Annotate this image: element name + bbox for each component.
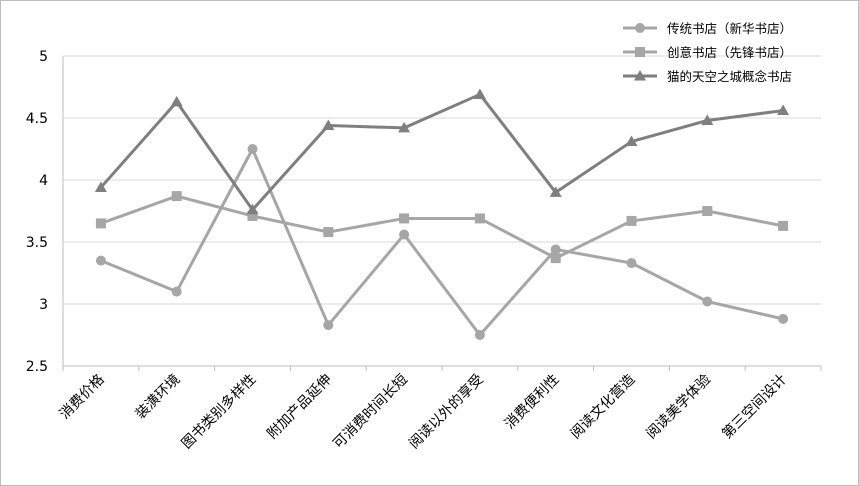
x-tick-label: 阅读文化营造 (567, 371, 638, 442)
data-point (247, 210, 258, 221)
series-line (100, 147, 784, 337)
x-tick-label: 图书类别多样性 (178, 371, 259, 452)
data-point (702, 296, 713, 307)
x-tick-label: 第三空间设计 (719, 371, 790, 442)
legend-item: 创意书店（先锋书店） (623, 45, 792, 60)
data-point (322, 119, 335, 130)
data-point (702, 206, 713, 216)
x-tick-label: 消费价格 (57, 372, 108, 423)
data-point (323, 320, 334, 331)
data-point (474, 330, 485, 340)
legend-marker (634, 70, 646, 81)
series-3 (94, 88, 790, 215)
y-tick-label: 4 (39, 173, 48, 189)
y-tick-label: 5 (39, 49, 48, 65)
data-point (701, 114, 714, 125)
data-point (399, 229, 410, 240)
y-tick-label: 3.5 (26, 235, 48, 251)
data-point (247, 144, 258, 154)
data-point (246, 203, 259, 215)
series-group (94, 88, 790, 340)
legend-item: 猫的天空之城概念书店 (623, 69, 792, 84)
data-point (550, 253, 561, 264)
data-point (626, 258, 637, 269)
data-point (626, 215, 637, 226)
data-point (625, 135, 638, 147)
data-point (778, 220, 789, 231)
x-tick-label: 阅读以外的享受 (405, 371, 486, 452)
legend-label: 猫的天空之城概念书店 (667, 69, 792, 84)
legend-label: 创意书店（先锋书店） (667, 45, 792, 60)
data-point (778, 313, 789, 324)
series-2 (95, 191, 789, 264)
legend-marker (635, 47, 645, 57)
data-point (398, 121, 411, 133)
data-point (171, 286, 182, 297)
y-tick-label: 4.5 (26, 111, 48, 127)
data-point (323, 227, 334, 238)
x-tick-label: 消费便利性 (502, 372, 563, 433)
data-point (550, 244, 561, 255)
data-point (171, 191, 182, 202)
x-tick-label: 可消费时间长短 (330, 372, 411, 453)
data-point (474, 213, 485, 224)
legend-label: 传统书店（新华书店） (667, 21, 792, 36)
data-point (95, 255, 106, 266)
data-point (95, 218, 106, 229)
data-point (170, 95, 183, 107)
data-point (399, 213, 410, 224)
series-line (99, 92, 784, 212)
data-point (549, 186, 562, 197)
y-tick-label: 2.5 (26, 359, 48, 375)
data-point (777, 104, 790, 116)
y-axis: 2.5 3 3.5 4 4.5 5 (26, 49, 64, 375)
data-point (473, 88, 486, 99)
y-tick-label: 3 (39, 297, 48, 313)
x-tick-label: 装潢环境 (133, 372, 184, 423)
legend-marker (635, 23, 645, 33)
legend-item: 传统书店（新华书店） (623, 21, 792, 36)
x-tick-label: 阅读美学体验 (643, 371, 714, 442)
data-point (94, 181, 107, 192)
legend: 传统书店（新华书店） 创意书店（先锋书店） 猫的天空之城概念书店 (623, 21, 792, 84)
series-1 (95, 144, 789, 340)
series-line (100, 194, 784, 260)
x-tick-label: 附加产品延伸 (264, 372, 335, 443)
